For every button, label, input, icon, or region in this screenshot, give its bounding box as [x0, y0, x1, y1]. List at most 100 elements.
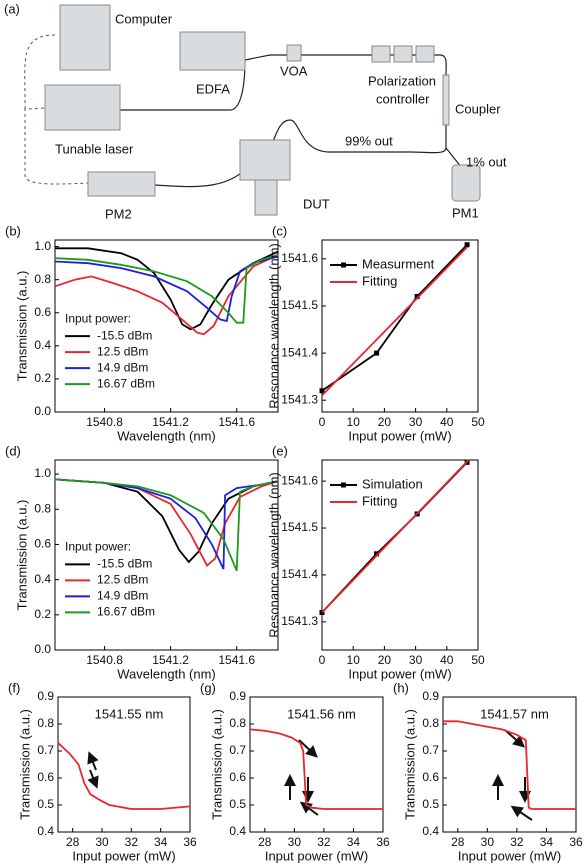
x-tick-label: 1540.8: [86, 415, 123, 429]
computer-icon: [59, 4, 111, 71]
x-axis-label: Input power (mW): [348, 428, 451, 443]
panel-label: (h): [393, 680, 409, 695]
y-axis-label: Transmission (a.u.): [14, 500, 29, 611]
x-tick-label: 30: [95, 835, 109, 849]
x-tick-label: 32: [125, 835, 139, 849]
x-tick-label: 32: [510, 835, 524, 849]
data-line: [55, 247, 279, 331]
y-tick-label: 0.4: [34, 338, 51, 352]
panel-label: (c): [272, 223, 287, 238]
label: controller: [376, 91, 430, 106]
x-axis-label: Wavelength (nm): [117, 428, 216, 443]
x-axis-label: Wavelength (nm): [117, 666, 216, 681]
legend-label: 12.5 dBm: [97, 344, 148, 358]
x-tick-label: 30: [481, 835, 495, 849]
arrow: [87, 751, 99, 771]
y-tick-label: 0.8: [37, 716, 54, 730]
edfa-icon: [179, 31, 246, 71]
arrow: [298, 739, 318, 758]
y-tick-label: 1541.4: [281, 567, 318, 581]
dut-stage: [254, 179, 278, 216]
y-axis-label: Transmission (a.u.): [17, 709, 32, 820]
plot-frame: [54, 239, 279, 413]
data-line: [54, 478, 279, 572]
panel-label: (f): [8, 680, 20, 695]
hysteresis-arrows: [87, 729, 533, 821]
x-axis-label: Input power (mW): [348, 666, 451, 681]
y-tick-label: 0.6: [37, 770, 54, 784]
x-tick-label: 34: [540, 835, 554, 849]
x-tick-label: 36: [183, 835, 197, 849]
plot-frame: [249, 696, 384, 833]
data-line: [54, 254, 279, 324]
data-point: [319, 388, 325, 394]
y-tick-label: 1.0: [34, 239, 51, 253]
y-tick-label: 0.7: [229, 743, 246, 757]
x-tick-label: 28: [258, 835, 272, 849]
label: VOA: [280, 63, 308, 78]
x-tick-label: 50: [471, 415, 485, 429]
x-tick-label: 1541.6: [218, 653, 255, 667]
annotation: 1541.57 nm: [480, 706, 549, 721]
y-tick-label: 0.4: [34, 572, 51, 586]
x-tick-label: 40: [440, 415, 454, 429]
data-line: [249, 728, 383, 810]
y-tick-label: 1541.6: [281, 473, 318, 487]
x-tick-label: 0: [319, 415, 326, 429]
x-tick-label: 30: [409, 653, 423, 667]
legend-label: -15.5 dBm: [97, 557, 152, 571]
arrow: [299, 801, 319, 816]
y-axis-label: Resonance wavelength (nm): [266, 243, 281, 408]
x-tick-label: 20: [378, 653, 392, 667]
label: Polarization: [368, 73, 436, 88]
x-tick-label: 1541.6: [218, 415, 255, 429]
y-tick-label: 0.8: [229, 716, 246, 730]
label: 99% out: [345, 133, 393, 148]
y-tick-label: 0.9: [422, 689, 439, 703]
annotation: 1541.55 nm: [95, 706, 164, 721]
label: Coupler: [455, 101, 501, 116]
x-tick-label: 1540.8: [86, 653, 123, 667]
x-tick-label: 30: [288, 835, 302, 849]
y-tick-label: 0.9: [229, 689, 246, 703]
y-tick-label: 1541.3: [281, 614, 318, 628]
panel-label: (g): [200, 680, 216, 695]
x-tick-label: 10: [347, 415, 361, 429]
plot-frame: [57, 696, 191, 833]
plot-frame: [321, 239, 479, 413]
legend-label: 16.67 dBm: [97, 605, 155, 619]
legend-label: Simulation: [362, 476, 423, 491]
y-tick-label: 0.6: [422, 770, 439, 784]
y-tick-label: 0.9: [37, 689, 54, 703]
plot-frame: [442, 696, 577, 833]
y-axis-label: Transmission (a.u.): [14, 271, 29, 382]
coupler-icon: [442, 74, 450, 126]
y-tick-label: 0.5: [37, 797, 54, 811]
panel-label: (e): [272, 443, 288, 458]
x-tick-label: 1541.2: [152, 415, 189, 429]
data-line: [54, 478, 279, 564]
y-tick-label: 0.7: [37, 743, 54, 757]
x-tick-label: 30: [409, 415, 423, 429]
plot-frame: [54, 459, 279, 651]
y-tick-label: 0.8: [34, 272, 51, 286]
annotation: 1541.56 nm: [287, 706, 356, 721]
y-axis-label: Resonance wavelength (nm): [266, 472, 281, 637]
y-tick-label: 0.8: [34, 501, 51, 515]
label: Tunable laser: [55, 141, 134, 156]
data-line: [321, 459, 470, 614]
pc-icon: [371, 45, 391, 63]
x-tick-label: 28: [66, 835, 80, 849]
y-tick-label: 0.8: [422, 716, 439, 730]
data-point: [374, 350, 380, 356]
y-tick-label: 0.5: [422, 797, 439, 811]
x-tick-label: 50: [471, 653, 485, 667]
legend-label: 16.67 dBm: [97, 376, 155, 390]
x-tick-label: 0: [319, 653, 326, 667]
setup-diagram: (a) Computer EDFA VOA Polarization contr…: [4, 1, 507, 221]
x-axis-label: Input power (mW): [72, 848, 175, 863]
pc-icon: [393, 45, 413, 63]
x-tick-label: 40: [440, 653, 454, 667]
pc-icon: [415, 45, 435, 63]
